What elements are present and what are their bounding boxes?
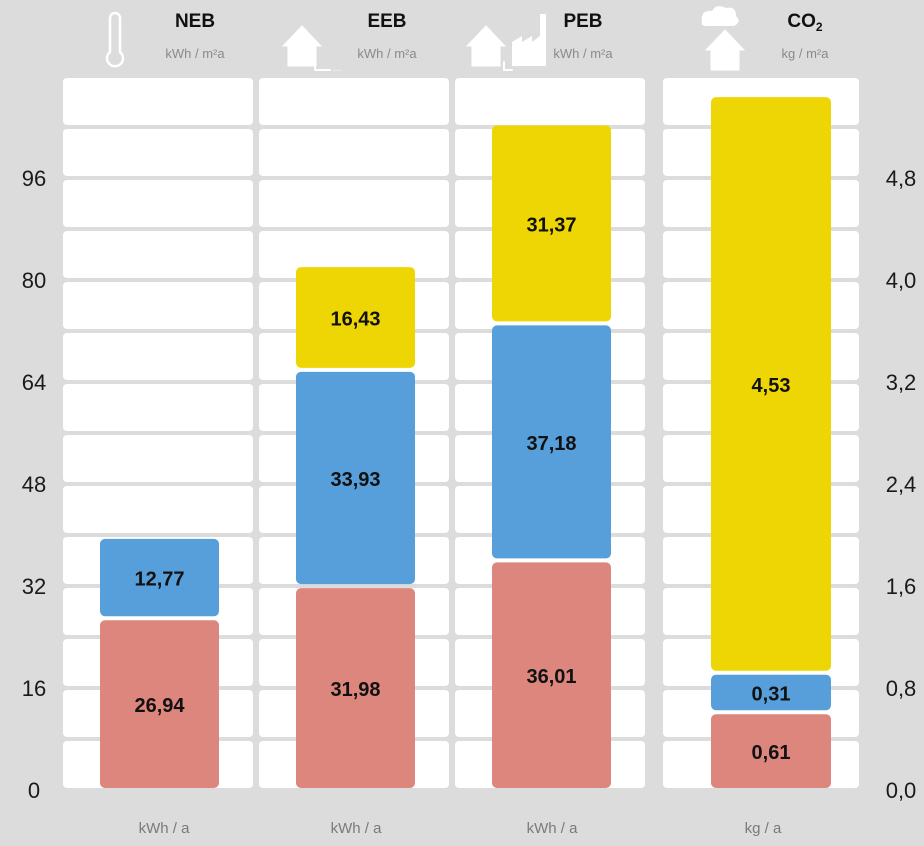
grid-cell <box>63 231 253 278</box>
column-unit: kWh / m²a <box>357 46 417 61</box>
thermometer-icon <box>105 11 125 68</box>
column-unit: kWh / m²a <box>553 46 613 61</box>
grid-cell <box>259 129 449 176</box>
bar-value-label: 33,93 <box>330 469 380 491</box>
bar-segment <box>492 325 611 559</box>
bottom-unit: kWh / a <box>139 820 191 837</box>
bar-value-label: 0,61 <box>752 742 791 764</box>
bar-value-label: 31,98 <box>330 679 380 701</box>
grid-cell <box>63 180 253 227</box>
bar-value-label: 16,43 <box>330 308 380 330</box>
bar-value-label: 4,53 <box>752 375 791 397</box>
grid-cell <box>63 282 253 329</box>
grid-cell <box>63 129 253 176</box>
grid-cell <box>63 384 253 431</box>
grid-cell <box>259 231 449 278</box>
right-axis-tick: 4,0 <box>886 268 917 293</box>
svg-text:...: ... <box>333 63 341 74</box>
right-axis-tick: 0,8 <box>886 676 917 701</box>
grid-cell <box>63 486 253 533</box>
bar-value-label: 12,77 <box>134 569 184 591</box>
column-unit: kWh / m²a <box>165 46 225 61</box>
right-axis-tick: 1,6 <box>886 574 917 599</box>
left-axis-tick: 80 <box>22 268 46 293</box>
left-axis-tick: 0 <box>28 778 40 803</box>
bar-segment <box>100 538 219 617</box>
column-title: NEB <box>175 11 215 32</box>
bar-segment <box>711 97 831 671</box>
bottom-unit: kWh / a <box>527 820 579 837</box>
bar-value-label: 37,18 <box>526 433 576 455</box>
grid-cell <box>259 78 449 125</box>
right-axis-tick: 0,0 <box>886 778 917 803</box>
bar-value-label: 36,01 <box>526 666 576 688</box>
column-title: CO2 <box>787 11 823 34</box>
bottom-unit: kWh / a <box>331 820 383 837</box>
grid-cell <box>63 435 253 482</box>
column-title: EEB <box>367 11 406 32</box>
bottom-unit: kg / a <box>745 820 782 837</box>
left-axis-tick: 32 <box>22 574 46 599</box>
left-axis-tick: 16 <box>22 676 46 701</box>
bar-segment <box>296 588 415 788</box>
left-axis-tick: 48 <box>22 472 46 497</box>
bar-segment <box>492 562 611 788</box>
grid-cell <box>63 333 253 380</box>
grid-cell <box>259 180 449 227</box>
left-axis-tick: 96 <box>22 166 46 191</box>
right-axis-tick: 4,8 <box>886 166 917 191</box>
left-axis-tick: 64 <box>22 370 46 395</box>
bar-value-label: 31,37 <box>526 214 576 236</box>
bar-value-label: 0,31 <box>752 683 791 705</box>
right-axis-tick: 3,2 <box>886 370 917 395</box>
column-unit: kg / m²a <box>782 46 830 61</box>
house-cloud-icon <box>701 6 746 71</box>
bar-value-label: 26,94 <box>134 695 185 717</box>
grid-cell <box>63 78 253 125</box>
bar-segment <box>711 674 831 711</box>
bar-segment <box>296 371 415 585</box>
bar-segment <box>296 267 415 368</box>
house-factory-icon <box>465 14 546 71</box>
bar-segment <box>711 714 831 788</box>
grid-cell <box>455 78 645 125</box>
house-plug-icon: ... <box>281 25 341 74</box>
bar-segment <box>492 125 611 322</box>
right-axis-tick: 2,4 <box>886 472 917 497</box>
bar-segment <box>100 620 219 788</box>
column-title: PEB <box>563 11 602 32</box>
